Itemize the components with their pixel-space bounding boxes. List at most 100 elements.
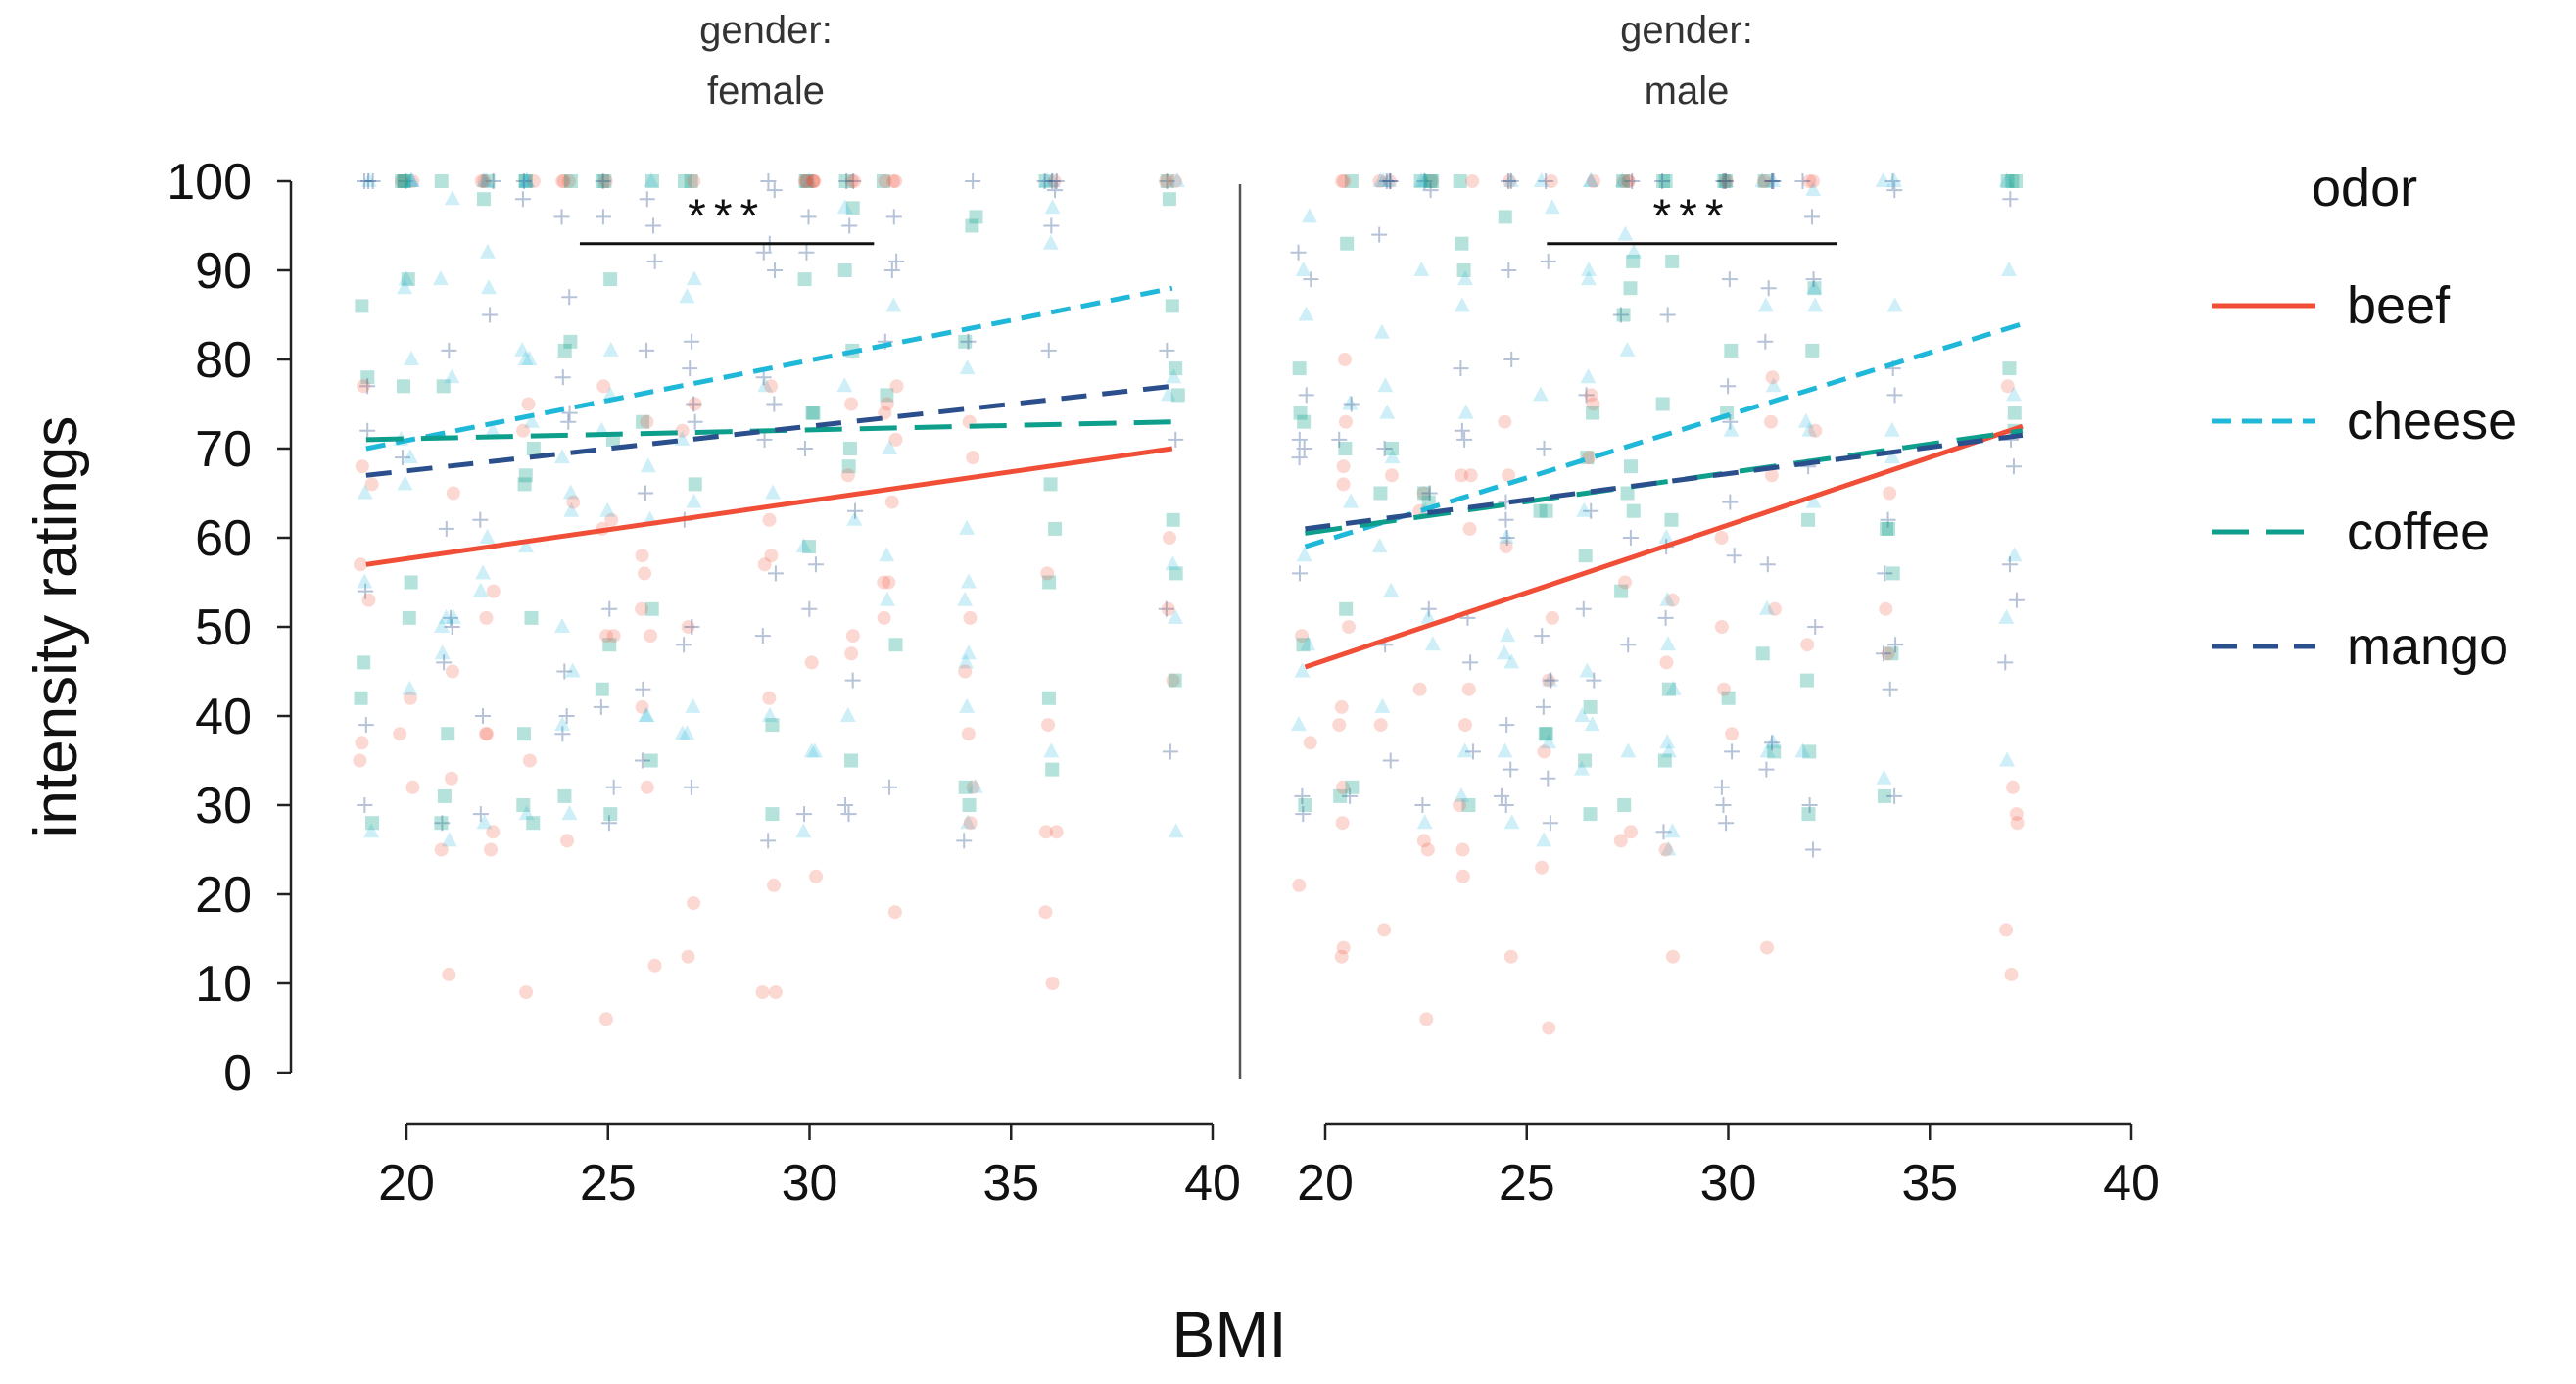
data-point xyxy=(646,253,663,269)
data-point xyxy=(1724,743,1741,760)
data-point xyxy=(1763,173,1780,189)
data-point xyxy=(1049,825,1064,839)
data-point xyxy=(841,217,858,234)
data-point xyxy=(687,174,701,188)
data-point xyxy=(1807,297,1824,312)
data-point xyxy=(884,495,899,509)
data-point xyxy=(355,736,369,750)
fit-lines xyxy=(365,285,2024,670)
data-point xyxy=(768,985,783,1000)
data-point xyxy=(755,985,770,1000)
data-point xyxy=(1580,368,1597,384)
data-point xyxy=(518,172,535,187)
data-point xyxy=(1623,825,1638,839)
data-point xyxy=(523,412,540,428)
data-point xyxy=(2007,406,2022,420)
data-point xyxy=(1499,530,1515,546)
data-point xyxy=(801,600,818,617)
y-tick-label: 20 xyxy=(195,867,252,924)
data-point xyxy=(1373,718,1388,733)
data-point xyxy=(1806,174,1821,188)
data-point xyxy=(519,174,534,188)
data-point xyxy=(402,680,418,695)
data-point xyxy=(882,779,898,795)
data-point xyxy=(479,529,496,544)
data-point xyxy=(1161,601,1175,616)
data-point xyxy=(1414,797,1431,813)
data-point xyxy=(518,468,533,483)
data-point xyxy=(553,209,570,225)
data-point xyxy=(844,174,859,188)
y-tick-label: 100 xyxy=(167,154,252,211)
data-point xyxy=(846,510,863,526)
data-point xyxy=(1807,619,1824,635)
data-point xyxy=(556,663,573,680)
data-point xyxy=(563,174,578,188)
data-point xyxy=(684,333,700,350)
data-point xyxy=(1416,814,1433,830)
data-point xyxy=(1168,673,1182,688)
data-point xyxy=(353,557,367,572)
data-point xyxy=(1290,716,1307,732)
data-point xyxy=(838,174,853,188)
data-point xyxy=(1764,468,1779,483)
data-point xyxy=(1379,404,1396,419)
data-point xyxy=(795,823,812,838)
data-point xyxy=(838,173,855,189)
data-point xyxy=(596,379,611,394)
data-point xyxy=(2001,262,2018,276)
data-point xyxy=(1456,742,1473,758)
data-point xyxy=(837,263,852,277)
data-point xyxy=(1424,174,1439,188)
data-point xyxy=(1535,698,1551,715)
data-point xyxy=(1454,787,1470,802)
data-point xyxy=(885,209,902,225)
data-point xyxy=(443,609,459,626)
fit-line-cheese xyxy=(1304,321,2024,549)
data-point xyxy=(1575,600,1592,617)
data-point xyxy=(756,431,773,448)
data-point xyxy=(796,806,813,823)
data-point xyxy=(526,816,541,831)
data-point xyxy=(1454,422,1470,439)
data-point xyxy=(888,638,903,652)
data-point xyxy=(840,806,857,823)
data-point xyxy=(1583,807,1598,822)
data-point xyxy=(802,540,817,554)
data-point xyxy=(1044,173,1061,189)
data-point xyxy=(959,697,976,713)
data-point xyxy=(475,564,492,580)
data-point xyxy=(1295,629,1310,644)
data-point xyxy=(553,618,570,633)
data-point xyxy=(799,174,814,188)
data-point xyxy=(1461,798,1476,812)
data-point xyxy=(961,727,976,741)
data-point xyxy=(640,457,656,473)
data-point xyxy=(795,538,812,553)
data-point xyxy=(686,493,702,508)
data-point xyxy=(636,414,650,429)
data-point xyxy=(640,414,654,429)
x-tick-label: 20 xyxy=(378,1155,435,1212)
x-tick-label: 20 xyxy=(1297,1155,1354,1212)
data-point xyxy=(397,475,413,491)
data-point xyxy=(1578,753,1593,768)
data-point xyxy=(1160,174,1174,188)
data-point xyxy=(1659,734,1676,749)
data-point xyxy=(765,718,780,733)
data-point xyxy=(1413,262,1430,276)
data-point xyxy=(1754,172,1771,187)
data-point xyxy=(1043,217,1060,234)
data-point xyxy=(1503,352,1520,367)
data-point xyxy=(1659,636,1676,651)
data-point xyxy=(1755,646,1770,661)
data-point xyxy=(516,798,531,812)
data-point xyxy=(1767,601,1782,616)
data-point xyxy=(441,342,457,358)
data-point xyxy=(1169,172,1185,187)
data-point xyxy=(963,610,978,625)
data-point xyxy=(1381,172,1398,187)
y-axis-label: intensity ratings xyxy=(23,416,90,838)
data-point xyxy=(444,368,460,384)
data-point xyxy=(1655,397,1670,411)
